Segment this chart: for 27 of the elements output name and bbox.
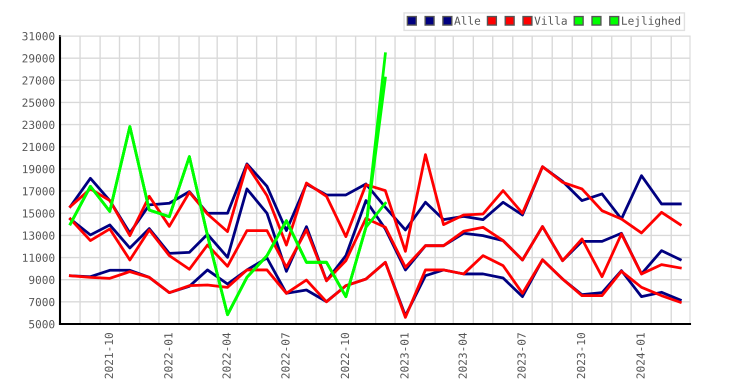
y-tick-label: 21000 <box>22 142 54 152</box>
y-tick-label: 25000 <box>22 98 54 107</box>
y-tick-label: 27000 <box>22 76 54 85</box>
x-tick-label: 2022-01 <box>164 333 173 378</box>
y-tick-label: 13000 <box>23 231 54 240</box>
y-tick-label: 23000 <box>22 120 54 130</box>
legend-label: Lejlighed <box>622 16 680 28</box>
x-tick-label: 2023-01 <box>400 333 409 378</box>
y-tick-label: 15000 <box>23 209 54 218</box>
x-tick-label: 2024-01 <box>636 333 645 378</box>
y-tick-label: 5000 <box>29 320 54 328</box>
x-tick-label: 2023-10 <box>576 333 586 378</box>
x-tick-label: 2021-10 <box>104 333 114 378</box>
x-tick-label: 2022-10 <box>340 333 350 378</box>
y-tick-label: 9000 <box>29 276 54 284</box>
y-tick-label: 31000 <box>22 32 54 40</box>
y-tick-label: 17000 <box>23 187 54 196</box>
x-tick-label: 2023-04 <box>458 332 467 378</box>
y-tick-label: 19000 <box>23 164 54 174</box>
y-tick-label: 29000 <box>22 54 54 63</box>
legend-label: Villa <box>534 16 567 25</box>
y-tick-label: 11000 <box>23 254 54 262</box>
x-tick-label: 2022-07 <box>281 333 290 378</box>
x-tick-label: 2022-04 <box>222 332 231 378</box>
legend-label: Alle <box>454 16 480 25</box>
y-tick-label: 7000 <box>29 298 54 306</box>
x-tick-label: 2023-07 <box>517 333 526 378</box>
